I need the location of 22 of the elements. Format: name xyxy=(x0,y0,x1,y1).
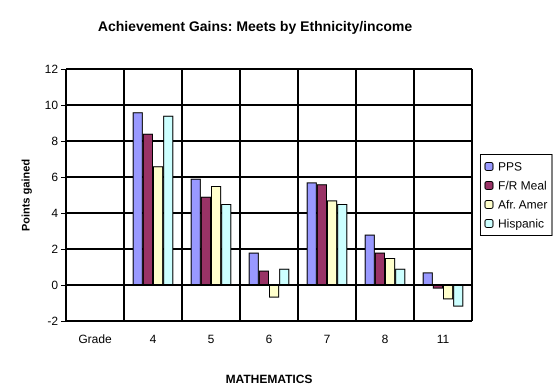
x-tick-label: 8 xyxy=(382,332,389,346)
y-tick-label: 8 xyxy=(51,134,58,148)
y-tick-label: 0 xyxy=(51,278,58,292)
x-tick-label: Grade xyxy=(78,332,112,346)
legend-label: PPS xyxy=(498,160,522,174)
y-tick-label: 12 xyxy=(44,62,58,76)
y-axis-title: Points gained xyxy=(20,158,32,232)
y-tick-label: 4 xyxy=(51,206,58,220)
x-axis-title: MATHEMATICS xyxy=(226,372,312,386)
legend-label: Hispanic xyxy=(498,216,544,230)
y-tick-label: 6 xyxy=(51,170,58,184)
x-tick-label: 7 xyxy=(324,332,331,346)
x-tick-label: 6 xyxy=(266,332,273,346)
legend-label: F/R Meal xyxy=(498,178,547,192)
x-tick-label: 11 xyxy=(436,332,450,346)
y-tick-label: -2 xyxy=(47,314,58,328)
y-tick-label: 2 xyxy=(51,242,58,256)
x-tick-label: 5 xyxy=(208,332,215,346)
legend-label: Afr. Amer xyxy=(498,198,548,212)
y-tick-label: 10 xyxy=(44,98,58,112)
x-tick-label: 4 xyxy=(150,332,157,346)
chart-title: Achievement Gains: Meets by Ethnicity/income xyxy=(98,18,412,34)
